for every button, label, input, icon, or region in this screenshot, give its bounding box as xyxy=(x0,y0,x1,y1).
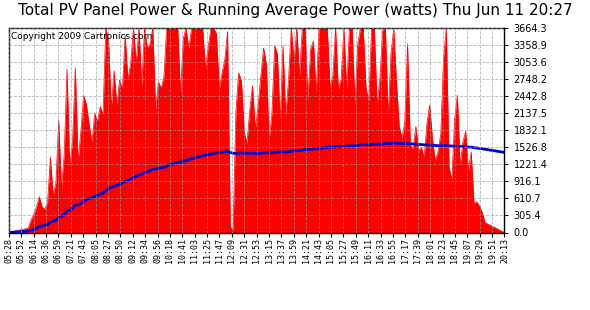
Text: Total PV Panel Power & Running Average Power (watts) Thu Jun 11 20:27: Total PV Panel Power & Running Average P… xyxy=(18,3,572,18)
Text: Copyright 2009 Cartronics.com: Copyright 2009 Cartronics.com xyxy=(11,32,153,41)
